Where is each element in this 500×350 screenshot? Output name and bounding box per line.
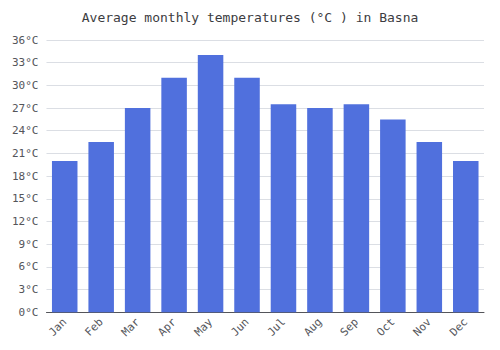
svg-text:21°C: 21°C [12,147,39,160]
svg-text:18°C: 18°C [12,170,39,183]
svg-text:Sep: Sep [338,316,361,339]
svg-text:15°C: 15°C [12,192,39,205]
svg-text:30°C: 30°C [12,79,39,92]
svg-text:Jan: Jan [46,316,69,339]
svg-text:Nov: Nov [411,315,434,338]
svg-text:3°C: 3°C [19,283,39,296]
svg-text:24°C: 24°C [12,124,39,137]
svg-text:Jun: Jun [228,316,251,339]
svg-text:36°C: 36°C [12,34,39,47]
svg-text:Feb: Feb [83,316,106,339]
svg-text:33°C: 33°C [12,56,39,69]
svg-text:6°C: 6°C [19,260,39,273]
svg-text:9°C: 9°C [19,238,39,251]
svg-text:27°C: 27°C [12,102,39,115]
svg-text:Jul: Jul [265,316,288,339]
svg-text:May: May [192,315,215,338]
svg-text:12°C: 12°C [12,215,39,228]
svg-text:Average monthly temperatures (: Average monthly temperatures (°C ) in Ba… [82,10,419,25]
svg-text:Dec: Dec [447,316,470,339]
svg-text:Oct: Oct [374,316,397,339]
svg-text:Apr: Apr [155,315,178,338]
svg-text:0°C: 0°C [19,306,39,319]
svg-text:Mar: Mar [119,315,142,338]
svg-text:Aug: Aug [301,316,324,339]
